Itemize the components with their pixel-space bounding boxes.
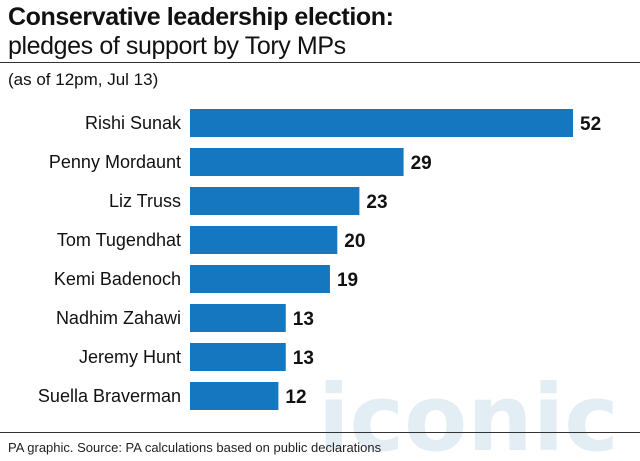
date-note: (as of 12pm, Jul 13) — [8, 70, 159, 89]
bar — [190, 148, 404, 176]
bar — [190, 304, 286, 332]
value-label: 13 — [293, 309, 314, 330]
value-label: 29 — [411, 153, 432, 174]
category-label: Penny Mordaunt — [49, 152, 181, 172]
chart-title: Conservative leadership election: — [8, 3, 394, 31]
category-label: Liz Truss — [109, 191, 181, 211]
category-label: Tom Tugendhat — [57, 230, 181, 250]
bottom-divider — [0, 432, 640, 433]
category-label: Rishi Sunak — [85, 113, 182, 133]
category-label: Suella Braverman — [38, 386, 181, 406]
category-label: Kemi Badenoch — [54, 269, 181, 289]
category-label: Nadhim Zahawi — [56, 308, 181, 328]
bar — [190, 382, 279, 410]
bar — [190, 187, 360, 215]
value-label: 52 — [580, 114, 601, 135]
bar — [190, 226, 338, 254]
category-label: Jeremy Hunt — [79, 347, 181, 367]
bar — [190, 343, 286, 371]
top-divider — [0, 62, 640, 63]
value-label: 20 — [344, 231, 365, 252]
value-label: 13 — [293, 348, 314, 369]
bar — [190, 109, 573, 137]
value-label: 23 — [366, 192, 387, 213]
watermark-text: iconic — [318, 365, 619, 460]
value-label: 12 — [285, 387, 306, 408]
source-note: PA graphic. Source: PA calculations base… — [8, 440, 382, 455]
title-block: Conservative leadership election: pledge… — [8, 2, 394, 60]
iconic-watermark: iconic — [318, 365, 619, 460]
bar — [190, 265, 330, 293]
chart-subtitle: pledges of support by Tory MPs — [8, 32, 346, 60]
value-label: 19 — [337, 270, 358, 291]
